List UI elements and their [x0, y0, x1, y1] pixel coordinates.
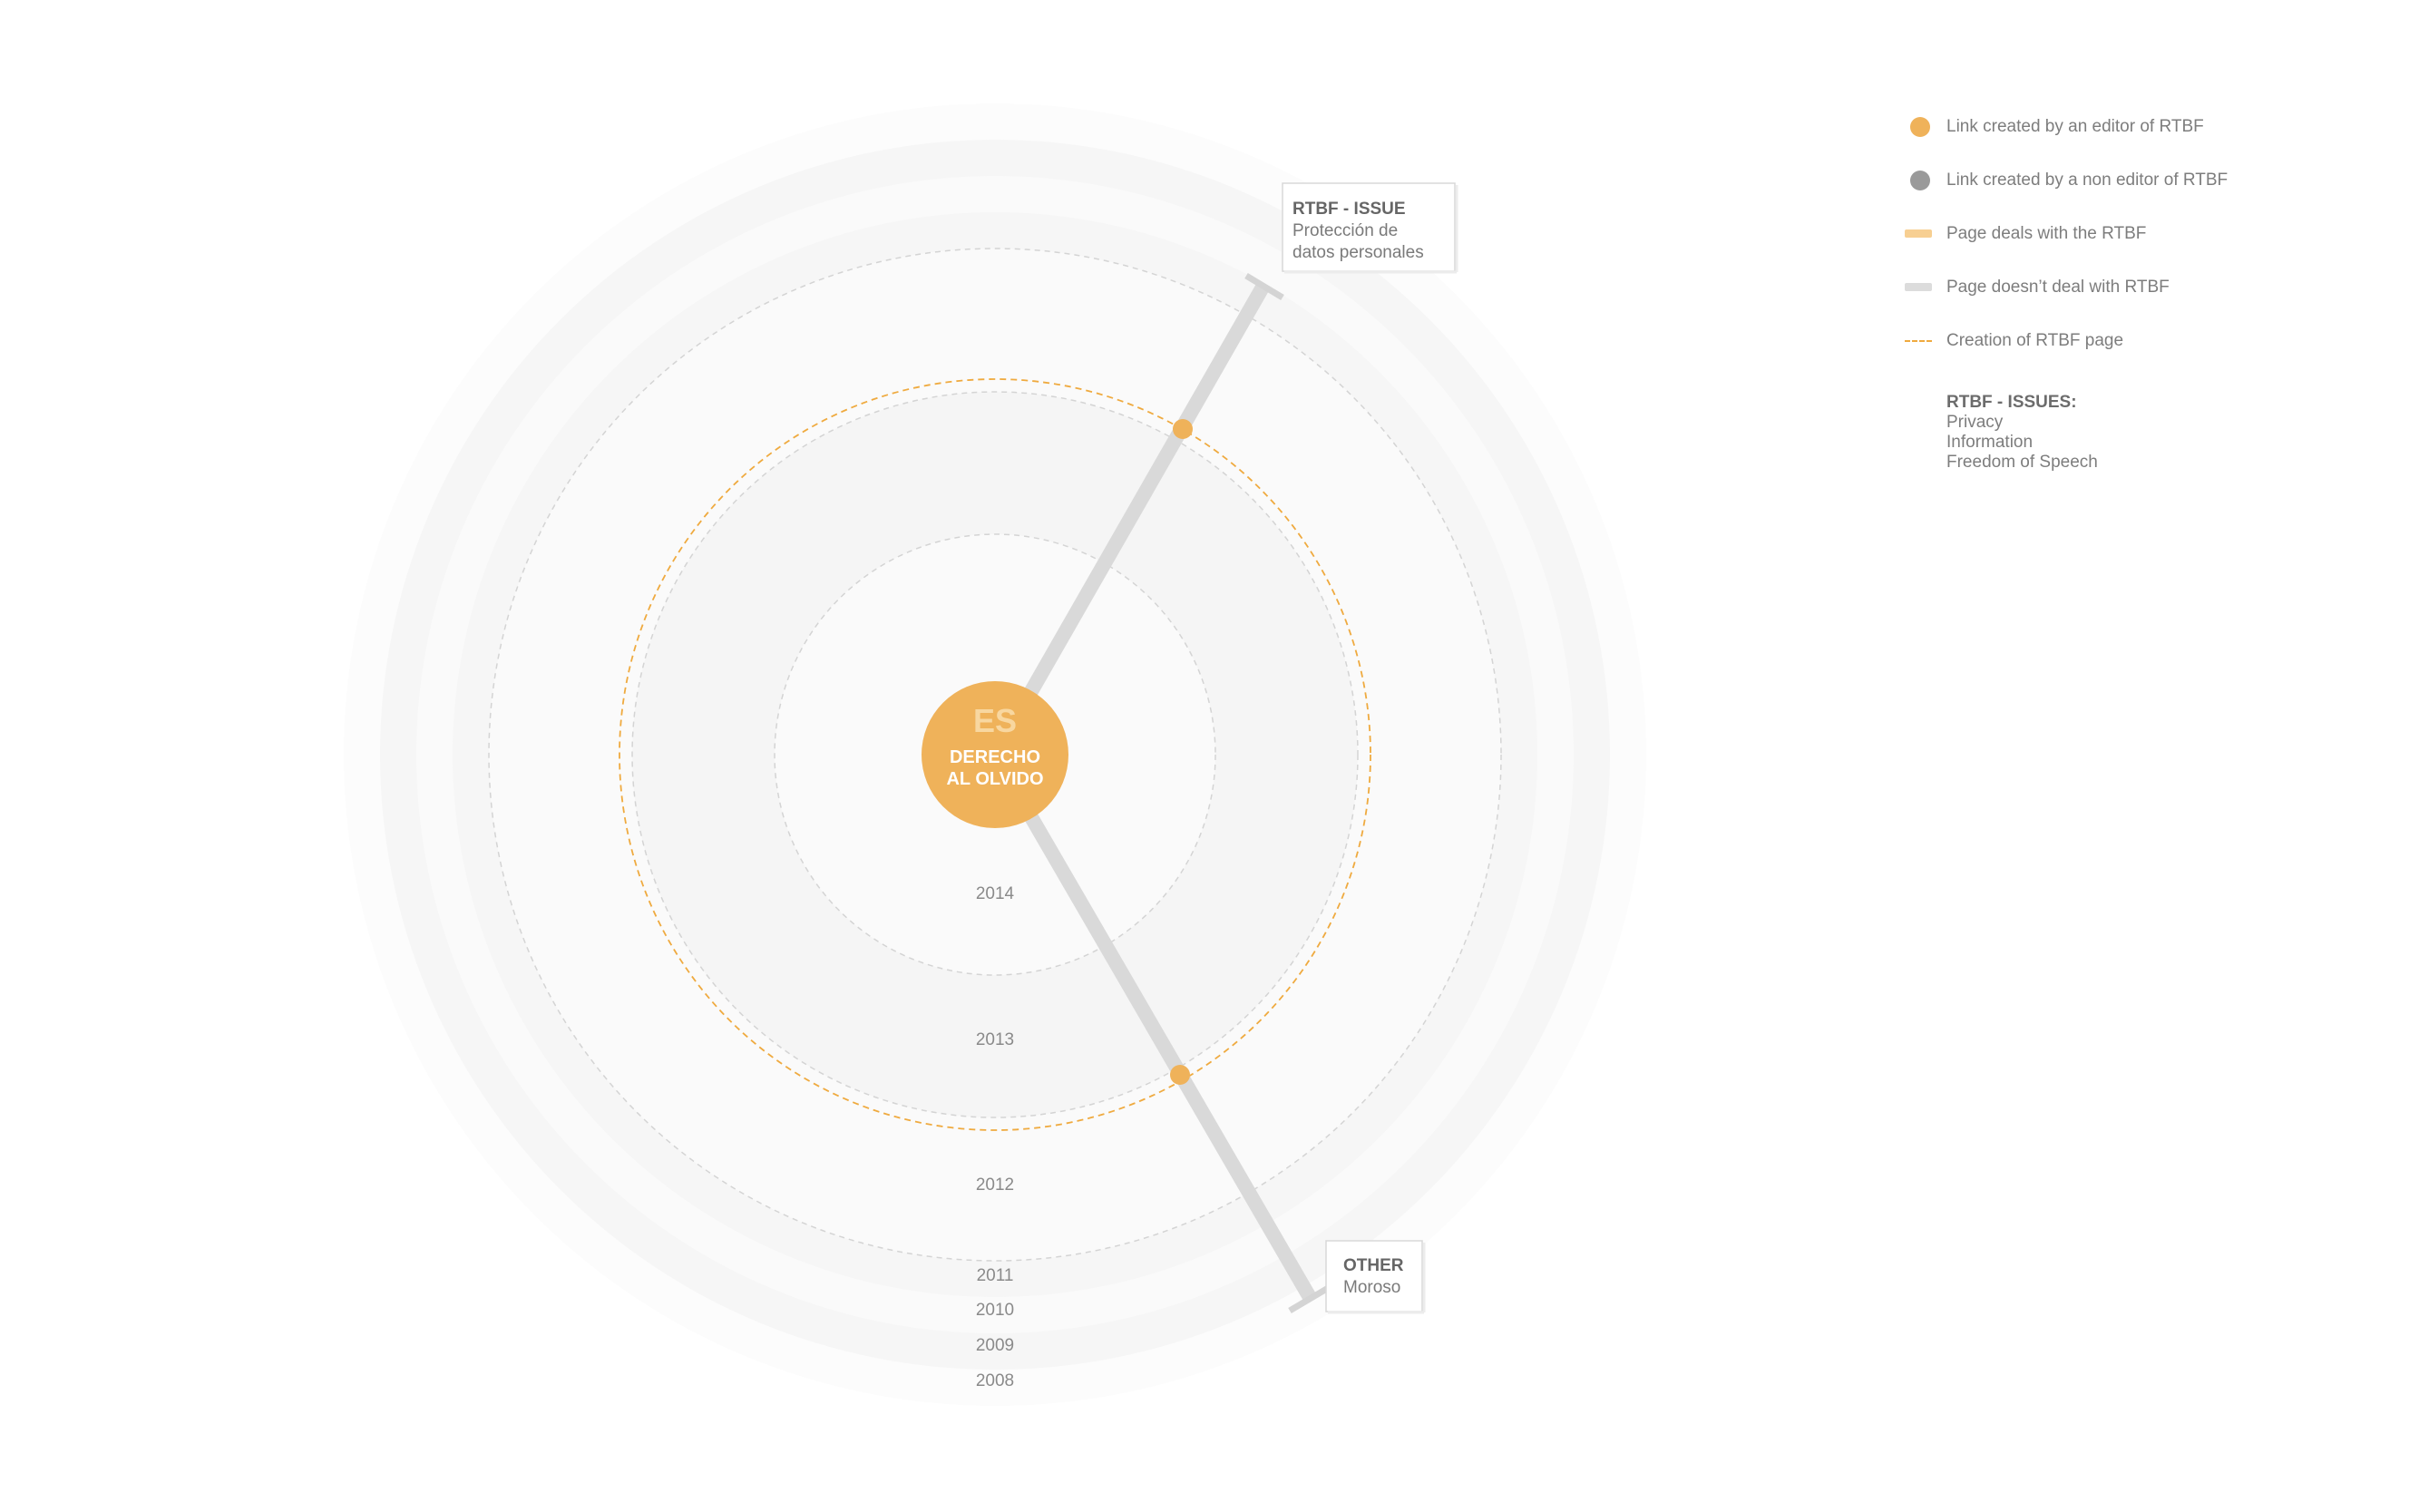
year-label-2011: 2011	[977, 1266, 1014, 1285]
link-line-top	[989, 282, 1270, 758]
gray-bar-icon	[1905, 283, 1932, 291]
editor-link-dot-bottom	[1170, 1065, 1190, 1085]
orange-dot-icon	[1910, 116, 1930, 137]
center-title-line2: AL OLVIDO	[946, 769, 1043, 789]
rtbf-issues-list: RTBF - ISSUES: Privacy Information Freed…	[1946, 393, 2340, 473]
editor-link-dot-top	[1173, 419, 1193, 439]
link-line-bottom	[989, 750, 1317, 1303]
rtbf-issue-item: Information	[1946, 433, 2034, 452]
legend-label: Creation of RTBF page	[1946, 330, 2124, 350]
year-label-2013: 2013	[976, 1030, 1014, 1049]
page-box-top-title-line1: Protección de	[1292, 221, 1398, 240]
legend-label: Link created by a non editor of RTBF	[1946, 170, 2229, 190]
rtbf-issues-title: RTBF - ISSUES:	[1946, 393, 2077, 412]
year-label-2009: 2009	[976, 1336, 1014, 1355]
page-box-top[interactable]: RTBF - ISSUE Protección de datos persona…	[1282, 182, 1458, 274]
page-box-top-category: RTBF - ISSUE	[1292, 200, 1406, 219]
year-label-2008: 2008	[976, 1371, 1014, 1390]
page-box-bottom-category: OTHER	[1343, 1256, 1404, 1275]
year-label-2014: 2014	[976, 884, 1015, 903]
gray-dot-icon	[1910, 170, 1930, 190]
center-lang-code: ES	[973, 702, 1017, 739]
legend-item-rtbf-page: Page deals with the RTBF	[1905, 207, 2340, 260]
rtbf-issue-item: Privacy	[1946, 413, 2004, 432]
year-label-2012: 2012	[976, 1175, 1014, 1195]
legend-item-editor-link: Link created by an editor of RTBF	[1905, 100, 2340, 153]
legend-label: Page doesn’t deal with RTBF	[1946, 277, 2170, 297]
legend-item-creation: Creation of RTBF page	[1905, 314, 2340, 367]
year-label-2010: 2010	[976, 1301, 1014, 1320]
page-box-top-title-line2: datos personales	[1292, 243, 1424, 262]
page-box-bottom[interactable]: OTHER Moroso	[1325, 1240, 1426, 1314]
rtbf-issue-item: Freedom of Speech	[1946, 453, 2098, 472]
link-end-cap-bottom	[1288, 1283, 1331, 1314]
legend: Link created by an editor of RTBF Link c…	[1905, 100, 2340, 473]
page-box-bottom-title-line1: Moroso	[1343, 1278, 1400, 1297]
orange-bar-icon	[1905, 229, 1932, 238]
legend-item-non-rtbf-page: Page doesn’t deal with RTBF	[1905, 260, 2340, 314]
legend-item-non-editor-link: Link created by a non editor of RTBF	[1905, 153, 2340, 207]
link-end-cap-top	[1244, 272, 1284, 301]
legend-label: Page deals with the RTBF	[1946, 223, 2147, 243]
legend-label: Link created by an editor of RTBF	[1946, 116, 2204, 136]
rtbf-creation-ring	[619, 378, 1371, 1131]
year-labels: 2014 2013 2012 2011 2010 2009 2008	[976, 884, 1015, 1390]
orange-dash-icon	[1905, 339, 1932, 342]
center-title-line1: DERECHO	[950, 747, 1040, 767]
center-node	[922, 681, 1068, 828]
